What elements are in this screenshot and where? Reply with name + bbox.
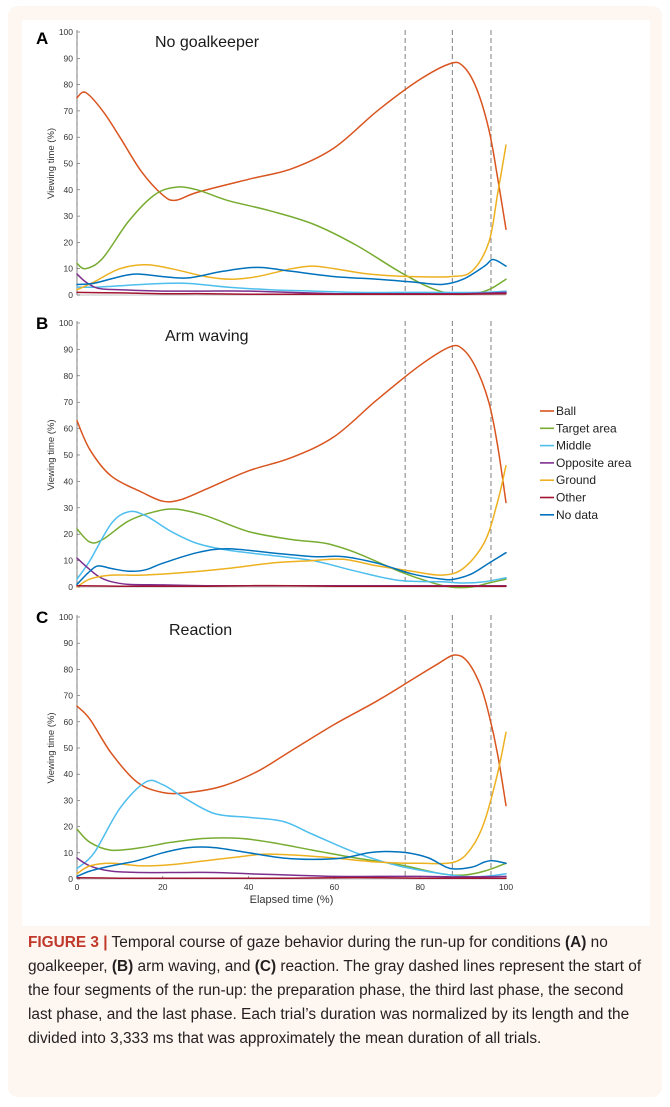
x-tick-label: 0 — [75, 882, 80, 892]
y-tick-label: 60 — [64, 717, 74, 727]
y-tick-label: 10 — [64, 848, 74, 858]
chart-panel-b: B Arm waving 0 10 20 30 40 50 60 70 80 90 100 Viewing… — [36, 314, 507, 592]
series-line-ground — [76, 464, 507, 588]
series-line-no-data — [76, 547, 507, 586]
caption-text-part: reaction. The gray dashed lines represen… — [28, 958, 642, 1047]
series-line-middle — [76, 510, 507, 584]
y-tick-label: 30 — [64, 211, 74, 221]
y-tick-label: 90 — [64, 638, 74, 648]
y-tick-label: 10 — [64, 264, 74, 274]
y-tick-label: 50 — [64, 450, 74, 460]
x-tick-label: 100 — [499, 882, 513, 892]
chart-panel-c: C Reaction 0 10 20 30 40 50 60 70 80 90 100 Viewing t… — [36, 608, 513, 906]
y-tick-label: 80 — [64, 371, 74, 381]
caption-text-part: Temporal course of gaze behavior during … — [107, 934, 565, 951]
y-tick-label: 100 — [59, 318, 73, 328]
series-line-ball — [76, 344, 507, 504]
panel-title: Reaction — [169, 622, 232, 639]
y-tick-label: 50 — [64, 159, 74, 169]
legend-label: Other — [556, 491, 586, 505]
caption-panel-c-ref: (C) — [254, 958, 277, 975]
y-axis-label: Viewing time (%) — [46, 128, 57, 199]
series-line-other — [76, 584, 507, 587]
panel-title: Arm waving — [165, 328, 249, 345]
series-line-opposite-area — [76, 857, 507, 878]
y-tick-label: 80 — [64, 664, 74, 674]
y-tick-label: 20 — [64, 822, 74, 832]
y-tick-label: 40 — [64, 185, 74, 195]
y-tick-label: 40 — [64, 769, 74, 779]
series-line-no-data — [76, 258, 507, 286]
series-line-middle — [76, 779, 507, 878]
y-tick-label: 0 — [68, 874, 73, 884]
series-line-target-area — [76, 828, 507, 877]
y-tick-label: 30 — [64, 795, 74, 805]
legend-label: No data — [556, 508, 598, 522]
legend-label: Middle — [556, 439, 592, 453]
y-tick-label: 20 — [64, 237, 74, 247]
x-tick-label: 80 — [415, 882, 425, 892]
chart-legend: Ball Target area Middle Opposite area Ground… — [540, 404, 632, 522]
x-tick-label: 60 — [330, 882, 340, 892]
legend-label: Ball — [556, 404, 576, 418]
series-line-no-data — [76, 846, 507, 878]
panel-letter: C — [36, 608, 48, 627]
y-tick-label: 60 — [64, 132, 74, 142]
y-tick-label: 70 — [64, 106, 74, 116]
y-axis-label: Viewing time (%) — [46, 419, 57, 490]
y-tick-label: 100 — [59, 612, 73, 622]
y-axis-label: Viewing time (%) — [46, 712, 57, 783]
series-line-middle — [76, 282, 507, 294]
figure-frame — [8, 6, 662, 1097]
legend-label: Opposite area — [556, 456, 632, 470]
y-tick-label: 10 — [64, 556, 74, 566]
caption-panel-b-ref: (B) — [111, 958, 134, 975]
y-tick-label: 50 — [64, 743, 74, 753]
y-tick-label: 60 — [64, 424, 74, 434]
chart-panel-a: A No goalkeeper 0 10 20 30 40 50 60 70 80 90 100 View… — [36, 27, 507, 300]
x-axis-label: Elapsed time (%) — [250, 894, 334, 906]
caption-panel-a-ref: (A) — [565, 934, 587, 951]
figure-caption: FIGURE 3 | Temporal course of gaze behav… — [28, 931, 644, 1051]
y-tick-label: 70 — [64, 397, 74, 407]
y-tick-label: 0 — [68, 290, 73, 300]
y-tick-label: 40 — [64, 476, 74, 486]
x-tick-label: 20 — [158, 882, 168, 892]
series-line-other — [76, 291, 507, 295]
caption-figure-label: FIGURE 3 | — [28, 934, 108, 951]
y-tick-label: 20 — [64, 529, 74, 539]
figure-image-area — [22, 20, 650, 926]
series-line-ball — [76, 61, 507, 231]
caption-text-part: arm waving, and — [133, 958, 255, 975]
y-tick-label: 70 — [64, 691, 74, 701]
series-line-ground — [76, 731, 507, 875]
series-line-other — [76, 876, 507, 879]
y-tick-label: 0 — [68, 582, 73, 592]
panel-letter: A — [36, 29, 48, 48]
panel-letter: B — [36, 314, 48, 333]
panel-title: No goalkeeper — [155, 34, 260, 51]
x-tick-label: 40 — [244, 882, 254, 892]
figure-charts: A No goalkeeper0102030405060708090100View… — [36, 27, 632, 906]
legend-label: Target area — [556, 421, 617, 435]
y-tick-label: 90 — [64, 344, 74, 354]
series-line-target-area — [76, 186, 507, 296]
y-tick-label: 80 — [64, 80, 74, 90]
y-tick-label: 30 — [64, 503, 74, 513]
y-tick-label: 100 — [59, 27, 73, 37]
series-line-ball — [76, 654, 507, 807]
series-line-ground — [76, 144, 507, 291]
caption-text-part: no goalkeeper, — [28, 934, 608, 975]
legend-label: Ground — [556, 473, 596, 487]
series-line-target-area — [76, 508, 507, 589]
y-tick-label: 90 — [64, 53, 74, 63]
